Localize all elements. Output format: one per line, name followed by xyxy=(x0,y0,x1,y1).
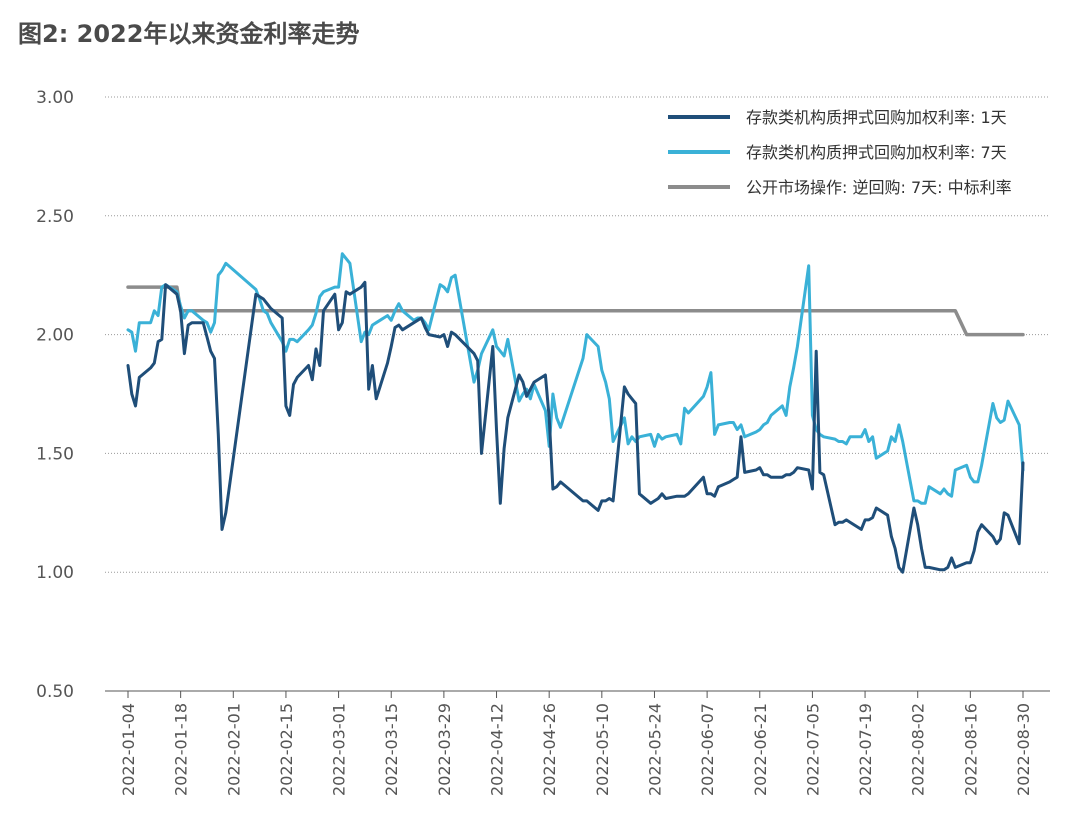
series-line-2 xyxy=(126,252,1025,505)
x-tick-label: 2022-04-26 xyxy=(540,703,559,796)
x-tick-label: 2022-04-12 xyxy=(488,703,507,796)
series-lines xyxy=(126,252,1025,574)
y-tick-label: 1.00 xyxy=(36,563,74,583)
x-tick-label: 2022-08-30 xyxy=(1014,703,1033,796)
y-tick-label: 1.50 xyxy=(36,444,74,464)
x-tick-label: 2022-06-07 xyxy=(698,703,717,796)
y-tick-label: 2.00 xyxy=(36,326,74,346)
legend-label: 存款类机构质押式回购加权利率: 7天 xyxy=(746,143,1007,162)
x-tick-label: 2022-08-02 xyxy=(909,703,928,796)
x-tick-label: 2022-05-24 xyxy=(645,703,664,796)
legend-label: 存款类机构质押式回购加权利率: 1天 xyxy=(746,108,1007,127)
legend-label: 公开市场操作: 逆回购: 7天: 中标利率 xyxy=(746,178,1012,197)
x-tick-label: 2022-08-16 xyxy=(961,703,980,796)
x-tick-label: 2022-03-01 xyxy=(330,703,349,796)
x-tick-label: 2022-02-15 xyxy=(277,703,296,796)
x-tick-label: 2022-07-05 xyxy=(803,703,822,796)
chart-title: 图2: 2022年以来资金利率走势 xyxy=(18,20,360,48)
y-tick-label: 3.00 xyxy=(36,88,74,108)
axes: 3.00 2.50 2.00 1.50 1.00 0.50 2022-01-04 2022-0… xyxy=(36,88,1050,796)
y-tick-label: 2.50 xyxy=(36,207,74,227)
x-tick-label: 2022-07-19 xyxy=(856,703,875,796)
series-line-1 xyxy=(126,280,1025,574)
x-tick-label: 2022-01-18 xyxy=(172,703,191,796)
grid-lines xyxy=(105,96,1050,573)
x-tick-label: 2022-02-01 xyxy=(224,703,243,796)
x-tick-label: 2022-05-10 xyxy=(593,703,612,796)
x-tick-label: 2022-01-04 xyxy=(119,703,138,796)
x-tick-label: 2022-06-21 xyxy=(751,703,770,796)
y-tick-label: 0.50 xyxy=(36,682,74,702)
x-tick-label: 2022-03-15 xyxy=(382,703,401,796)
x-tick-label: 2022-03-29 xyxy=(435,703,454,796)
